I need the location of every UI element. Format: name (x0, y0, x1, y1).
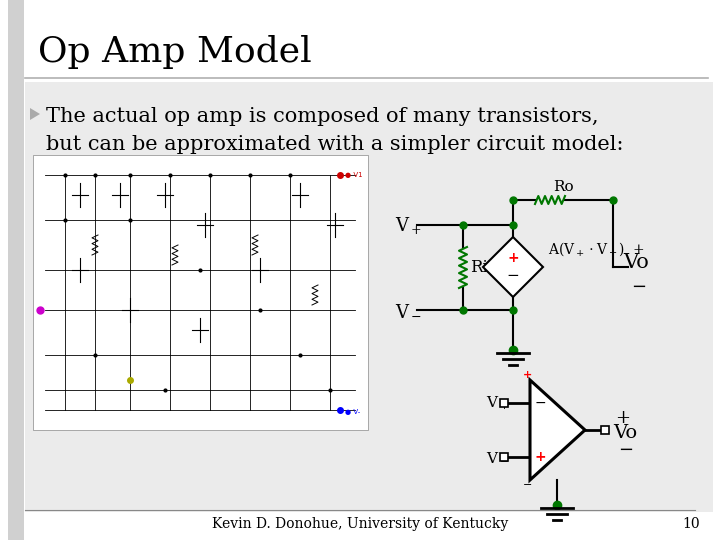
Text: +: + (523, 370, 533, 380)
Bar (500, 453, 508, 461)
Text: $\mathregular{V_-}$: $\mathregular{V_-}$ (395, 301, 422, 319)
Text: Kevin D. Donohue, University of Kentucky: Kevin D. Donohue, University of Kentucky (212, 517, 508, 531)
Text: −: − (631, 278, 646, 296)
Text: +: + (615, 409, 630, 427)
Bar (25, 82, 713, 512)
Text: Vo: Vo (613, 424, 637, 442)
Text: The actual op amp is composed of many transistors,
but can be approximated with : The actual op amp is composed of many tr… (46, 107, 624, 154)
Text: −: − (535, 396, 546, 410)
Bar (601, 426, 609, 434)
Text: $\mathregular{V_+}$: $\mathregular{V_+}$ (486, 394, 509, 411)
Text: $\mathregular{A(V_+ \cdot V_-)}$  +: $\mathregular{A(V_+ \cdot V_-)}$ + (548, 240, 645, 258)
Text: −: − (507, 268, 519, 284)
Text: +: + (535, 450, 546, 464)
Bar (8, 0, 24, 540)
Text: 10: 10 (683, 517, 700, 531)
Text: $\mathregular{V_+}$: $\mathregular{V_+}$ (395, 214, 422, 235)
Bar (500, 399, 508, 407)
Text: ● V-: ● V- (345, 409, 360, 415)
Text: Vo: Vo (623, 253, 649, 272)
Text: $\mathregular{V_-}$: $\mathregular{V_-}$ (486, 450, 509, 464)
Text: ● V1: ● V1 (345, 172, 363, 178)
Text: Ro: Ro (553, 180, 573, 194)
Polygon shape (483, 237, 543, 297)
Text: −: − (618, 441, 633, 459)
Text: −: − (523, 480, 533, 490)
Polygon shape (30, 108, 40, 120)
Text: +: + (507, 251, 519, 265)
Text: Op Amp Model: Op Amp Model (38, 35, 312, 69)
Polygon shape (530, 380, 585, 480)
Text: Ri: Ri (470, 259, 487, 275)
Bar (33, 155, 368, 430)
